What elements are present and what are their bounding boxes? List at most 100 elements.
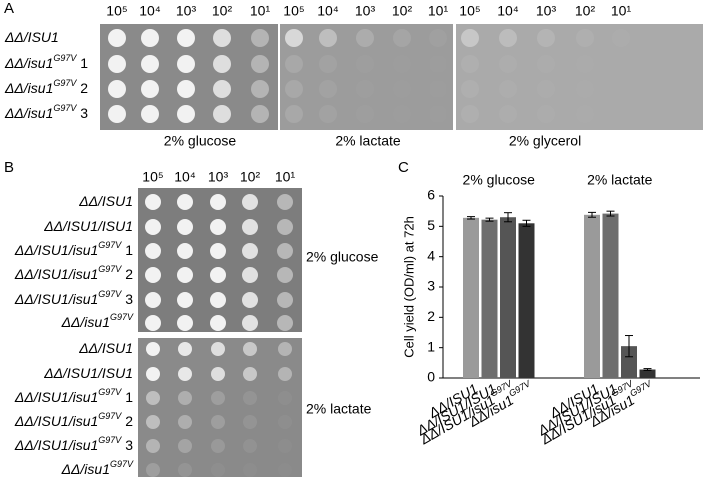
yeast-spot [210,315,226,331]
yeast-spot [251,105,269,123]
error-bar [606,210,615,217]
strain-label: ΔΔ/ISU1/isu1G97V 3 [14,435,133,452]
yeast-spot [211,367,225,381]
dilution-label: 10¹ [275,169,296,185]
plate-photo [138,188,302,332]
yeast-spot [178,342,192,356]
yeast-spot [251,29,269,47]
yeast-spot [146,391,160,405]
yeast-spot [145,194,161,210]
plate-photo [280,24,453,130]
dilution-label: 10¹ [250,3,271,19]
yeast-spot [177,315,193,331]
dilution-label: 10³ [536,3,557,19]
bar [463,217,479,378]
superscript: G97V [98,240,122,250]
superscript: G97V [98,387,122,397]
yeast-spot [177,292,193,308]
yeast-spot [211,463,225,477]
yeast-spot [285,105,303,123]
y-tick-label: 5 [427,217,435,233]
strain-label: ΔΔ/ISU1/isu1G97V 2 [14,264,133,281]
yeast-spot [146,342,160,356]
yeast-spot [576,105,594,123]
bar [639,369,656,378]
superscript: G97V [628,378,654,399]
strain-name: ΔΔ/ISU1/isu1 [14,413,98,429]
strain-name: ΔΔ/ISU1/isu1 [14,291,98,307]
yeast-spot [537,55,555,73]
yeast-spot [393,105,411,123]
yeast-spot [499,29,517,47]
yeast-spot [108,55,126,73]
panel-label: A [4,0,14,17]
yeast-spot [145,315,161,331]
yeast-spot [141,105,159,123]
yeast-spot [499,80,517,98]
yeast-spot [146,367,160,381]
yeast-spot [242,219,258,235]
superscript: G97V [53,78,77,88]
yeast-spot [145,219,161,235]
y-tick-label: 6 [427,187,435,203]
yeast-spot [285,80,303,98]
superscript: G97V [53,53,77,63]
yeast-spot [242,267,258,283]
yeast-spot [278,342,292,356]
bar [602,213,619,378]
strain-label: ΔΔ/ISU1/isu1G97V 1 [14,387,133,404]
y-tick-label: 1 [427,338,435,354]
error-bar [467,216,475,220]
yeast-spot [108,29,126,47]
strain-suffix: 1 [121,242,133,258]
yeast-spot [242,243,258,259]
yeast-spot [612,105,630,123]
yeast-spot [242,292,258,308]
yeast-spot [243,415,257,429]
dilution-label: 10³ [176,3,197,19]
error-bar [522,219,531,227]
superscript: G97V [110,459,134,469]
yeast-spot [429,55,447,73]
yeast-spot [429,105,447,123]
dilution-label: 10⁴ [139,3,161,19]
superscript: G97V [98,411,122,421]
yeast-spot [210,267,226,283]
condition-label: 2% lactate [335,133,401,149]
yeast-spot [213,80,231,98]
dilution-label: 10² [392,3,413,19]
yeast-spot [146,439,160,453]
yeast-spot [242,194,258,210]
yeast-spot [178,439,192,453]
yeast-spot [429,80,447,98]
error-bar [643,368,652,371]
yeast-spot [277,267,293,283]
yeast-spot [393,80,411,98]
yeast-spot [278,463,292,477]
yeast-spot [210,292,226,308]
strain-suffix: 2 [121,266,133,282]
yeast-spot [211,415,225,429]
yeast-spot [177,80,195,98]
strain-label: ΔΔ/ISU1 [4,29,59,45]
strain-label: ΔΔ/isu1G97V [61,312,134,329]
strain-name: ΔΔ/isu1 [4,55,53,71]
yeast-spot [108,80,126,98]
yeast-spot [177,29,195,47]
yeast-spot [178,463,192,477]
yeast-spot [177,105,195,123]
yeast-spot [278,439,292,453]
strain-name: ΔΔ/ISU1 [78,193,133,209]
strain-name: ΔΔ/isu1 [61,461,110,477]
yeast-spot [612,29,630,47]
yeast-spot [537,29,555,47]
dilution-label: 10¹ [611,3,632,19]
yeast-spot [461,55,479,73]
y-tick-label: 2 [427,308,435,324]
yeast-spot [211,391,225,405]
strain-label: ΔΔ/ISU1 [78,193,133,209]
yeast-spot [141,80,159,98]
strain-label: ΔΔ/ISU1/isu1G97V 1 [14,240,133,257]
dilution-label: 10² [240,169,261,185]
strain-name: ΔΔ/ISU1 [4,29,59,45]
